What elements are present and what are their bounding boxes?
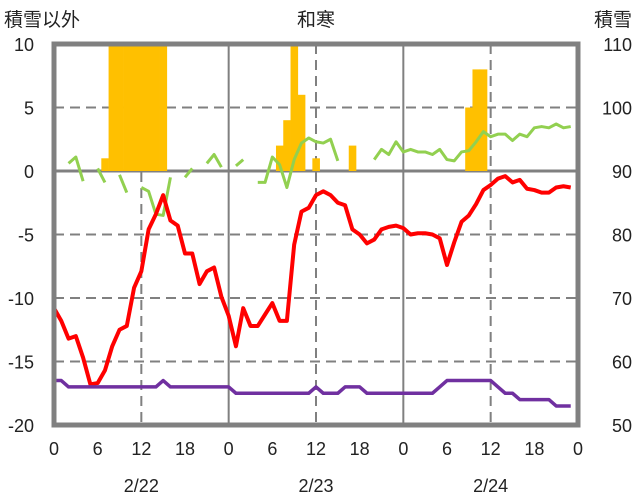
precip-bar: [130, 44, 138, 171]
left-tick-label: -5: [18, 226, 34, 246]
x-tick-label: 0: [398, 439, 408, 459]
temperature-green: [118, 174, 129, 194]
chart-title: 和寒: [297, 9, 335, 31]
temperature-green: [234, 158, 245, 168]
precip-bar: [123, 44, 131, 171]
temperature-green: [373, 122, 571, 163]
precip-bar: [465, 107, 473, 171]
right-tick-label: 100: [602, 99, 632, 119]
x-tick-label: 18: [175, 439, 195, 459]
precip-bar: [283, 120, 291, 171]
precip-bar: [472, 69, 481, 171]
left-tick-label: -10: [8, 289, 34, 309]
x-tick-label: 0: [573, 439, 583, 459]
precip-bar: [479, 69, 488, 171]
x-tick-label: 0: [224, 439, 234, 459]
precip-bar: [159, 44, 168, 171]
x-tick-label: 12: [306, 439, 326, 459]
precip-bar: [137, 44, 146, 171]
x-tick-label: 0: [49, 439, 59, 459]
temperature-green: [96, 167, 107, 184]
x-tick-label: 6: [93, 439, 103, 459]
precip-bar: [275, 145, 284, 171]
precip-bar: [348, 145, 357, 171]
temperature-green: [67, 155, 85, 182]
red-line: [52, 174, 572, 387]
precip-bar: [152, 44, 160, 171]
temperature-green: [205, 152, 223, 168]
precip-bar: [312, 158, 320, 171]
lines: [52, 122, 572, 408]
x-tick-label: 6: [442, 439, 452, 459]
left-tick-label: 5: [24, 99, 34, 119]
left-tick-label: -15: [8, 353, 34, 373]
precip-bar: [144, 44, 153, 171]
x-tick-label: 18: [350, 439, 370, 459]
right-tick-label: 80: [612, 226, 632, 246]
temperature-green: [257, 136, 340, 190]
x-tick-label: 12: [131, 439, 151, 459]
temperature-green: [183, 167, 194, 179]
x-tick-label: 12: [481, 439, 501, 459]
left-tick-label: 10: [14, 35, 34, 55]
date-label: 2/23: [298, 476, 333, 496]
precip-bar: [101, 158, 109, 171]
precip-bar: [290, 44, 299, 171]
bars: [101, 44, 488, 171]
x-tick-label: 6: [267, 439, 277, 459]
right-tick-label: 70: [612, 289, 632, 309]
left-tick-label: 0: [24, 162, 34, 182]
precip-bar: [297, 94, 306, 171]
left-axis-title: 積雪以外: [4, 9, 80, 31]
right-tick-label: 90: [612, 162, 632, 182]
x-tick-label: 18: [524, 439, 544, 459]
left-tick-label: -20: [8, 416, 34, 436]
purple-line: [54, 378, 571, 408]
right-tick-label: 60: [612, 353, 632, 373]
plot-frame: [51, 41, 581, 428]
date-label: 2/24: [473, 476, 508, 496]
right-tick-label: 50: [612, 416, 632, 436]
right-tick-label: 110: [603, 35, 632, 55]
right-axis-title: 積雪: [594, 9, 632, 31]
precip-bar: [108, 44, 117, 171]
precip-bar: [115, 44, 124, 171]
date-label: 2/22: [124, 476, 159, 496]
